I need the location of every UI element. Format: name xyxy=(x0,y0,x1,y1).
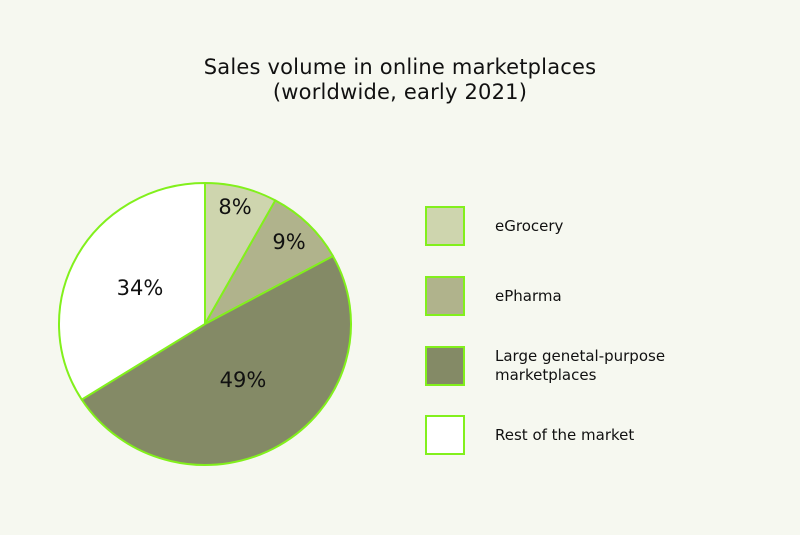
chart-title-line-1: Sales volume in online marketplaces xyxy=(203,55,597,79)
legend-item: Rest of the market xyxy=(425,415,765,455)
legend-label-line: eGrocery xyxy=(495,217,564,235)
slice-value-label: 8% xyxy=(218,195,251,219)
slice-value-label: 9% xyxy=(272,230,305,254)
slice-value-label: 49% xyxy=(220,368,267,392)
legend-label: eGrocery xyxy=(495,217,563,236)
legend-swatch xyxy=(425,415,465,455)
legend-label: ePharma xyxy=(495,287,562,306)
chart-title: Sales volume in online marketplaces (wor… xyxy=(0,55,800,105)
legend-label-line: Rest of the market xyxy=(495,426,635,444)
legend-label: Large genetal-purpose marketplaces xyxy=(495,347,665,385)
pie-slice-epharma xyxy=(204,199,334,325)
legend-item: eGrocery xyxy=(425,206,765,246)
legend-label-line: marketplaces xyxy=(495,366,597,384)
legend-item: Large genetal-purpose marketplaces xyxy=(425,346,765,386)
legend-label: Rest of the market xyxy=(495,426,634,445)
legend-swatch xyxy=(425,206,465,246)
chart-title-line-2: (worldwide, early 2021) xyxy=(272,80,528,104)
legend-swatch xyxy=(425,276,465,316)
legend-swatch xyxy=(425,346,465,386)
slice-value-label: 34% xyxy=(117,276,164,300)
pie-slice-large-genetal-purpose-marketplaces xyxy=(80,255,352,466)
pie-slice-rest-of-the-market xyxy=(58,182,206,401)
legend-item: ePharma xyxy=(425,276,765,316)
legend-label-line: ePharma xyxy=(495,287,562,305)
legend-label-line: Large genetal-purpose xyxy=(495,347,666,365)
